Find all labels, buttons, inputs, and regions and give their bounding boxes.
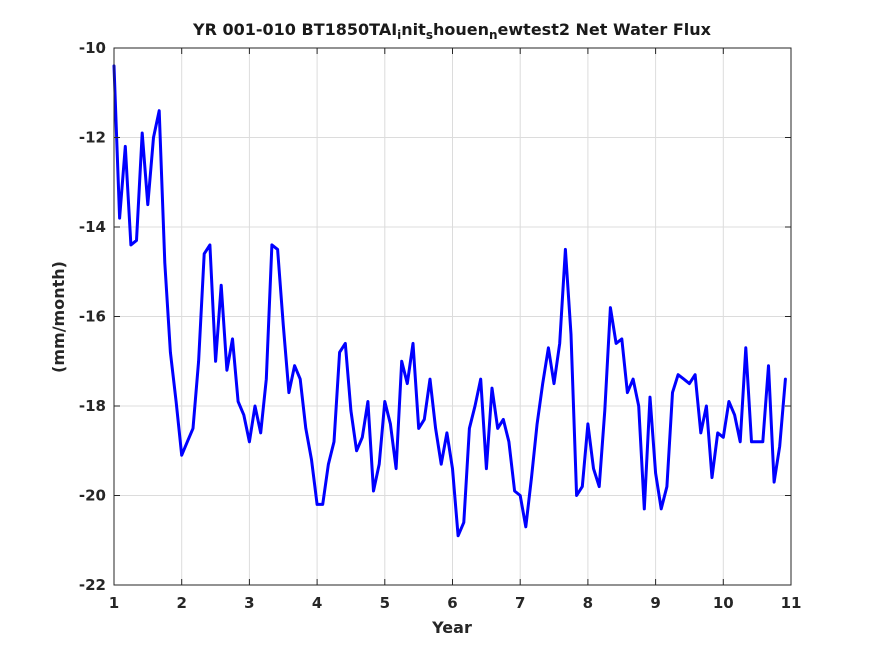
x-axis-label: Year [431,618,472,637]
title-segment: houen [433,20,489,39]
y-tick-label: -16 [79,308,106,326]
x-tick-label: 1 [109,594,119,612]
title-segment: ewtest2 Net Water Flux [498,20,712,39]
x-tick-label: 9 [650,594,660,612]
x-tick-label: 7 [515,594,525,612]
x-tick-label: 11 [781,594,802,612]
title-segment: nit [401,20,426,39]
series-line [112,64,787,538]
x-tick-label: 8 [583,594,593,612]
x-tick-label: 2 [176,594,186,612]
y-tick-label: -18 [79,397,106,415]
y-tick-label: -10 [79,39,106,57]
title-segment: YR 001-010 BT1850TAI [192,20,397,39]
title-subscript: i [397,28,401,42]
x-tick-label: 10 [713,594,734,612]
title-subscript: n [489,28,498,42]
chart-title: YR 001-010 BT1850TAIinitshouennewtest2 N… [192,20,712,42]
x-tick-label: 4 [312,594,322,612]
y-tick-label: -22 [79,576,106,594]
x-tick-labels: 1 2 3 4 5 6 7 8 9 10 11 [109,594,802,612]
series-layer [112,64,787,538]
x-tick-label: 6 [447,594,457,612]
y-tick-labels: -22 -20 -18 -16 -14 -12 -10 [79,39,106,594]
x-tick-label: 3 [244,594,254,612]
y-tick-label: -12 [79,129,106,147]
y-axis-label: (mm/month) [49,261,68,373]
y-tick-label: -14 [79,218,106,236]
title-subscript: s [426,28,433,42]
ticks [113,47,792,586]
y-tick-label: -20 [79,487,106,505]
x-tick-label: 5 [380,594,390,612]
